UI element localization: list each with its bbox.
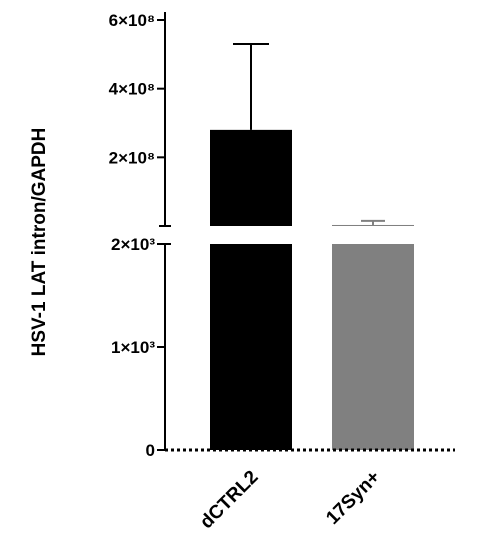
y-tick-label: 6×10⁸ bbox=[109, 11, 155, 30]
y-tick-label: 2×10⁸ bbox=[109, 148, 155, 167]
y-tick-label: 2×10³ bbox=[111, 235, 155, 254]
bars-layer bbox=[210, 43, 414, 450]
x-tick-label-dCTRL2: dCTRL2 bbox=[196, 467, 262, 533]
y-tick-label: 4×10⁸ bbox=[109, 80, 155, 99]
x-tick-label-17Syn+: 17Syn+ bbox=[322, 467, 384, 529]
bar-17Syn+-upper bbox=[332, 224, 414, 226]
y-axis-title: HSV-1 LAT intron/GAPDH bbox=[29, 128, 50, 357]
y-tick-label: 0 bbox=[146, 441, 155, 460]
bar-dCTRL2-lower bbox=[210, 244, 292, 450]
y-axis bbox=[157, 12, 455, 452]
y-tick-label: 1×10³ bbox=[111, 338, 155, 357]
bar-dCTRL2-upper bbox=[210, 129, 292, 226]
bar-17Syn+-lower bbox=[332, 244, 414, 450]
